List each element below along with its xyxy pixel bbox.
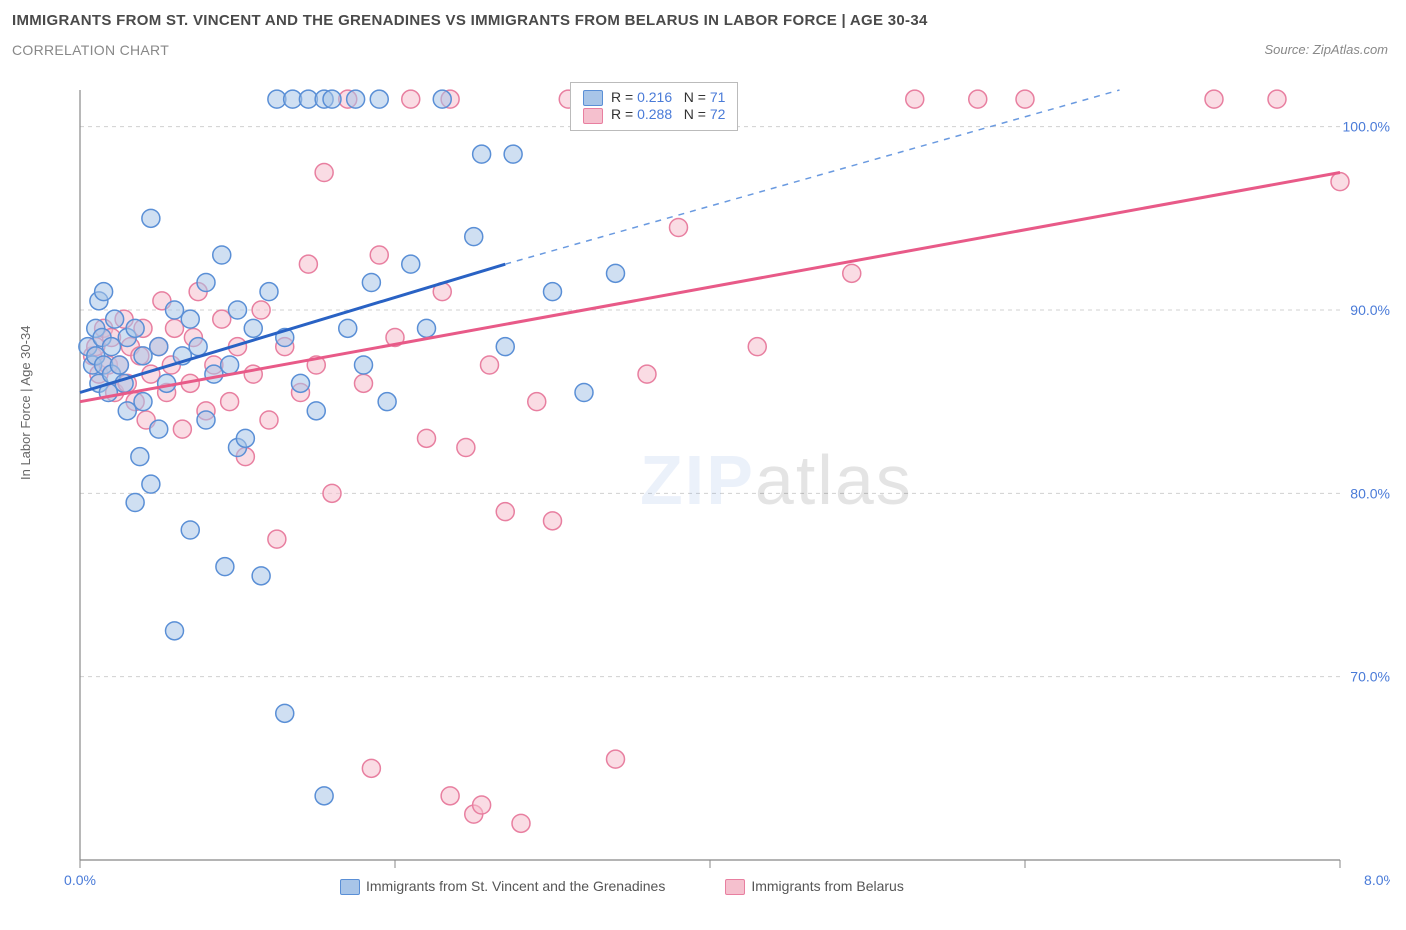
svg-text:100.0%: 100.0%	[1343, 119, 1390, 135]
legend-correlation-row: R = 0.288 N = 72	[583, 106, 725, 123]
y-axis-label: In Labor Force | Age 30-34	[18, 326, 33, 480]
chart-subtitle: CORRELATION CHART	[12, 42, 169, 58]
source-attribution: Source: ZipAtlas.com	[1264, 42, 1388, 57]
svg-text:8.0%: 8.0%	[1364, 872, 1390, 888]
legend-series-item: Immigrants from Belarus	[725, 878, 903, 894]
legend-correlation-row: R = 0.216 N = 71	[583, 89, 725, 106]
legend-series: Immigrants from St. Vincent and the Gren…	[340, 878, 964, 895]
chart-area: 70.0% 80.0% 90.0% 100.0% 0.0% 8.0%	[60, 80, 1390, 890]
svg-text:70.0%: 70.0%	[1350, 669, 1390, 685]
svg-text:90.0%: 90.0%	[1350, 302, 1390, 318]
legend-correlation-box: R = 0.216 N = 71R = 0.288 N = 72	[570, 82, 738, 131]
svg-text:80.0%: 80.0%	[1350, 485, 1390, 501]
scatter-chart-svg: 70.0% 80.0% 90.0% 100.0% 0.0% 8.0%	[60, 80, 1390, 910]
legend-series-item: Immigrants from St. Vincent and the Gren…	[340, 878, 665, 894]
chart-title: IMMIGRANTS FROM ST. VINCENT AND THE GREN…	[12, 12, 928, 29]
svg-text:0.0%: 0.0%	[64, 872, 96, 888]
